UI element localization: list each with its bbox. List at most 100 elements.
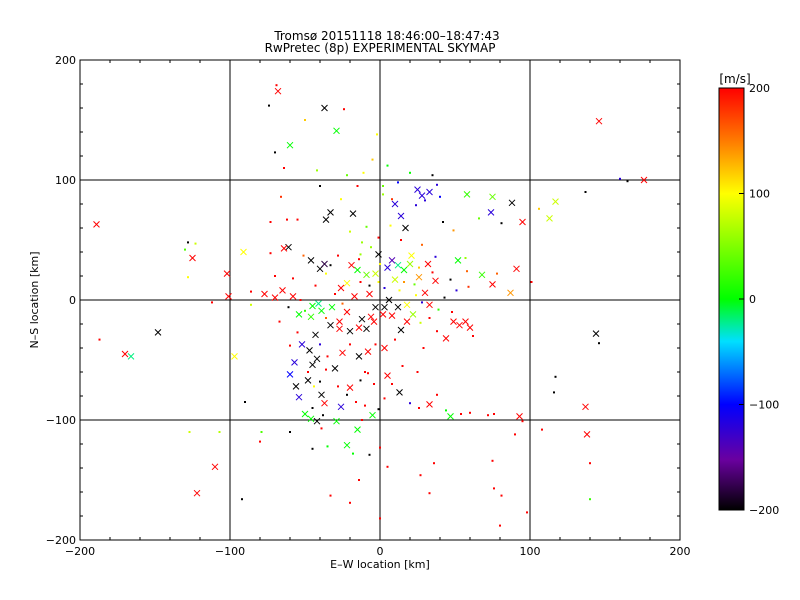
- point-dot: [283, 167, 285, 169]
- point-cross: [343, 279, 351, 287]
- point-cross: [426, 401, 433, 408]
- point-cross: [286, 141, 294, 149]
- point-dot: [341, 302, 344, 305]
- x-tick-label: 0: [377, 545, 384, 558]
- point-cross: [331, 365, 339, 372]
- point-dot: [349, 343, 351, 346]
- point-cross: [336, 318, 343, 325]
- point-cross: [274, 87, 282, 95]
- point-dot: [368, 284, 371, 287]
- point-dot: [377, 281, 380, 283]
- point-cross: [306, 347, 313, 354]
- point-cross: [583, 431, 591, 438]
- point-dot: [187, 241, 189, 244]
- point-dot: [337, 254, 339, 257]
- point-dot: [379, 517, 381, 520]
- point-dot: [415, 204, 417, 207]
- point-cross: [309, 361, 316, 369]
- point-dot: [307, 371, 309, 373]
- point-cross: [513, 265, 520, 273]
- point-cross: [280, 245, 288, 252]
- point-cross: [301, 410, 309, 418]
- point-cross: [240, 248, 247, 256]
- point-cross: [346, 384, 354, 391]
- point-dot: [319, 185, 321, 187]
- point-cross: [403, 301, 411, 309]
- point-cross: [261, 290, 268, 298]
- point-dot: [358, 258, 360, 261]
- point-dot: [376, 133, 378, 136]
- point-dot: [194, 242, 197, 245]
- point-dot: [244, 401, 246, 403]
- point-cross: [372, 303, 379, 311]
- point-dot: [478, 217, 480, 220]
- point-cross: [363, 271, 370, 279]
- point-dot: [368, 453, 371, 456]
- x-axis-label: E–W location [km]: [330, 558, 430, 571]
- point-cross: [385, 296, 393, 304]
- point-dot: [346, 174, 348, 177]
- data-points: [93, 84, 648, 527]
- point-dot: [313, 385, 315, 388]
- point-cross: [322, 216, 330, 223]
- point-dot: [469, 411, 471, 414]
- point-dot: [250, 290, 252, 293]
- point-cross: [391, 200, 399, 208]
- point-dot: [319, 380, 321, 383]
- point-dot: [626, 180, 629, 183]
- point-cross: [388, 312, 396, 319]
- point-cross: [358, 315, 366, 323]
- colorbar-tick-label: −100: [749, 399, 779, 412]
- point-dot: [259, 440, 261, 443]
- point-dot: [401, 365, 404, 367]
- point-dot: [422, 347, 425, 349]
- point-dot: [400, 239, 402, 241]
- point-cross: [231, 353, 238, 360]
- point-dot: [311, 447, 314, 450]
- point-cross: [154, 329, 162, 336]
- point-cross: [400, 266, 408, 274]
- point-cross: [93, 221, 100, 228]
- point-cross: [366, 290, 373, 298]
- point-cross: [321, 104, 328, 112]
- axis-tick-labels: −200 −100 0 100 200 −200 −100 0 100 200: [46, 54, 691, 558]
- point-dot: [286, 218, 288, 221]
- point-dot: [451, 311, 453, 313]
- point-cross: [351, 293, 358, 300]
- point-cross: [507, 289, 514, 297]
- point-dot: [437, 308, 440, 311]
- point-dot: [98, 338, 101, 341]
- point-cross: [286, 371, 294, 378]
- colorbar-ticks: 200 100 0 −100 −200: [739, 82, 779, 517]
- point-dot: [386, 164, 389, 167]
- point-dot: [269, 221, 272, 223]
- plot-grid: [80, 60, 680, 540]
- point-cross: [508, 199, 516, 207]
- point-cross: [354, 266, 361, 274]
- point-cross: [402, 224, 409, 232]
- point-dot: [584, 191, 587, 193]
- point-dot: [325, 317, 327, 319]
- point-cross: [450, 318, 457, 325]
- point-cross: [318, 307, 325, 315]
- point-dot: [292, 277, 294, 280]
- point-cross: [462, 318, 469, 325]
- point-cross: [421, 289, 429, 297]
- point-dot: [325, 368, 327, 371]
- point-dot: [379, 263, 381, 265]
- point-dot: [377, 236, 380, 239]
- point-cross: [489, 281, 496, 288]
- point-cross: [337, 284, 345, 292]
- point-cross: [223, 270, 231, 277]
- point-cross: [339, 349, 346, 357]
- point-dot: [349, 230, 351, 233]
- point-dot: [326, 355, 329, 358]
- chart-title: Tromsø 20151118 18:46:00–18:47:43: [273, 29, 499, 43]
- point-dot: [436, 330, 438, 333]
- point-cross: [466, 324, 474, 331]
- point-dot: [487, 414, 489, 417]
- point-dot: [442, 221, 444, 223]
- point-cross: [318, 391, 325, 399]
- point-dot: [274, 275, 276, 277]
- point-dot: [439, 195, 441, 198]
